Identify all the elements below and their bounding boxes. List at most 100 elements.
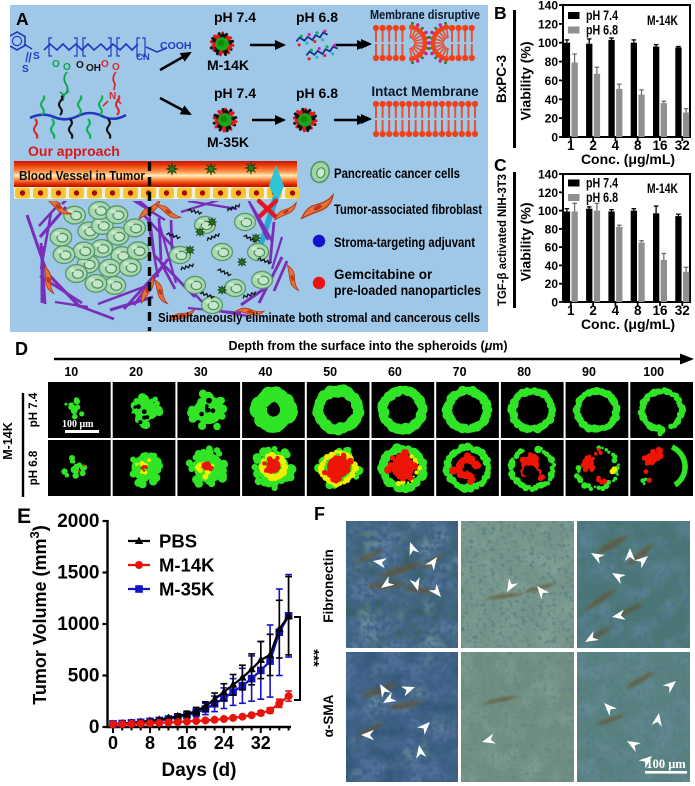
svg-text:0: 0 [108,733,118,753]
svg-text:4: 4 [612,303,620,318]
svg-text:Viability (%): Viability (%) [518,202,534,281]
svg-text:Intact Membrane: Intact Membrane [371,84,479,99]
svg-text:D: D [15,339,28,359]
svg-text:Conc. (μg/mL): Conc. (μg/mL) [581,316,675,332]
svg-text:E: E [17,505,31,528]
svg-text:80: 80 [545,222,559,236]
svg-text:Viability (%): Viability (%) [518,41,534,120]
svg-text:1: 1 [567,303,575,318]
svg-text:Fibronectin: Fibronectin [321,549,336,623]
svg-text:0: 0 [551,131,558,145]
svg-text:α-SMA: α-SMA [321,694,336,737]
svg-text:24: 24 [214,733,234,753]
svg-text:pH 6.8: pH 6.8 [586,190,618,205]
svg-text:M-35K: M-35K [207,134,249,150]
svg-text:40: 40 [545,93,559,107]
svg-text:Simultaneously eliminate both: Simultaneously eliminate both stromal an… [158,310,480,325]
svg-text:pH 6.8: pH 6.8 [586,23,618,38]
svg-text:16: 16 [177,733,197,753]
svg-text:100: 100 [538,36,558,50]
svg-text:2: 2 [589,138,597,153]
svg-text:100 μm: 100 μm [62,419,94,430]
svg-text:120: 120 [538,186,558,200]
svg-text:PBS: PBS [159,531,197,552]
svg-text:0: 0 [89,717,100,738]
svg-text:S: S [33,51,40,62]
svg-text:2000: 2000 [57,511,99,532]
svg-text:COOH: COOH [160,40,192,52]
svg-text:140: 140 [538,168,558,182]
svg-text:Days (d): Days (d) [162,760,237,781]
svg-text:30: 30 [194,365,208,379]
svg-text:1: 1 [567,138,575,153]
svg-text:70: 70 [453,365,467,379]
svg-text:Conc. (μg/mL): Conc. (μg/mL) [581,151,675,167]
svg-text:S: S [22,64,29,75]
svg-text:N: N [109,91,116,102]
svg-text:OH: OH [86,63,101,74]
svg-text:M-14K: M-14K [647,181,678,196]
svg-text:M-14K: M-14K [159,555,215,576]
svg-text:B: B [494,3,507,23]
svg-text:1500: 1500 [57,563,99,584]
svg-text:M-14K: M-14K [647,13,678,28]
svg-text:40: 40 [545,259,559,273]
svg-text:pH 7.4: pH 7.4 [214,9,256,25]
svg-text:40: 40 [259,365,273,379]
svg-text:TGF-β activated NIH-3T3: TGF-β activated NIH-3T3 [497,174,509,306]
svg-text:CN: CN [136,52,150,63]
svg-text:F: F [314,504,325,524]
svg-text:32: 32 [251,733,271,753]
svg-text:4: 4 [612,138,620,153]
svg-text:8: 8 [145,733,155,753]
svg-text:Blood Vessel in Tumor: Blood Vessel in Tumor [19,169,145,183]
svg-text:pH 6.8: pH 6.8 [28,450,40,485]
svg-text:Tumor Volume (mm3): Tumor Volume (mm3) [27,525,51,705]
svg-text:A: A [16,9,29,29]
svg-text:50: 50 [323,365,337,379]
svg-text:Tumor-associated fibroblast: Tumor-associated fibroblast [334,202,482,217]
svg-text:100 μm: 100 μm [646,757,686,771]
svg-text:BxPC-3: BxPC-3 [494,55,509,104]
svg-text:pH 6.8: pH 6.8 [296,85,338,101]
svg-text:Membrane disruptive: Membrane disruptive [370,7,480,22]
svg-text:Stroma-targeting adjuvant: Stroma-targeting adjuvant [334,235,475,250]
svg-text:1000: 1000 [57,614,99,635]
svg-text:M-14K: M-14K [207,57,249,73]
svg-text:pH 7.4: pH 7.4 [214,85,256,101]
svg-text:pH 6.8: pH 6.8 [296,9,338,25]
svg-text:8: 8 [634,303,642,318]
svg-text:100: 100 [538,204,558,218]
svg-text:20: 20 [129,365,143,379]
svg-text:pH 7.4: pH 7.4 [28,392,40,427]
svg-text:pH 7.4: pH 7.4 [586,8,618,23]
svg-text:pH 7.4: pH 7.4 [586,176,618,191]
svg-text:Pancreatic cancer cells: Pancreatic cancer cells [334,166,460,181]
svg-text:Depth from the surface into th: Depth from the surface into the spheroid… [228,339,507,353]
svg-text:16: 16 [652,303,668,318]
svg-text:O: O [76,60,84,71]
svg-text:60: 60 [545,241,559,255]
svg-text:0: 0 [551,296,558,310]
svg-text:80: 80 [517,365,531,379]
svg-text:2: 2 [589,303,597,318]
svg-text:O: O [112,62,120,73]
svg-text:60: 60 [388,365,402,379]
svg-text:O: O [101,59,109,70]
svg-text:500: 500 [68,666,100,687]
svg-text:M-35K: M-35K [159,579,215,600]
svg-text:Our approach: Our approach [28,143,120,159]
svg-text:20: 20 [545,112,559,126]
svg-text:100: 100 [643,365,664,379]
svg-text:16: 16 [652,138,668,153]
svg-text:O: O [52,59,60,70]
svg-text:***: *** [305,649,322,667]
svg-text:90: 90 [582,365,596,379]
svg-text:O: O [63,62,71,73]
svg-text:140: 140 [538,0,558,13]
svg-text:C: C [494,155,507,175]
svg-text:M-14K: M-14K [1,422,15,460]
svg-text:60: 60 [545,74,559,88]
svg-text:Gemcitabine or: Gemcitabine or [334,267,433,282]
svg-text:32: 32 [675,138,690,153]
